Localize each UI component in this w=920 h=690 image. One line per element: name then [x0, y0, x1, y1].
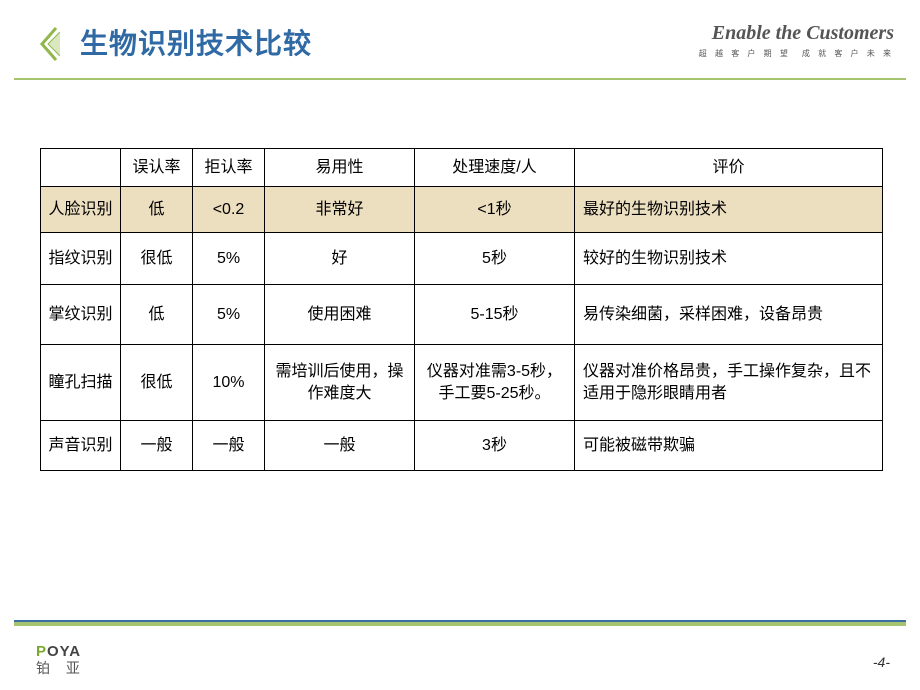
table-cell: 需培训后使用，操作难度大	[265, 345, 415, 421]
chevron-icon	[38, 26, 60, 62]
table-cell: 5秒	[415, 233, 575, 285]
table-cell: <1秒	[415, 187, 575, 233]
table-cell: 较好的生物识别技术	[575, 233, 883, 285]
comparison-table-wrap: 误认率 拒认率 易用性 处理速度/人 评价 人脸识别低<0.2非常好<1秒最好的…	[40, 148, 882, 471]
table-cell: 很低	[121, 233, 193, 285]
table-row: 人脸识别低<0.2非常好<1秒最好的生物识别技术	[41, 187, 883, 233]
table-cell: 低	[121, 187, 193, 233]
table-cell: 指纹识别	[41, 233, 121, 285]
table-cell: 很低	[121, 345, 193, 421]
table-row: 瞳孔扫描很低10%需培训后使用，操作难度大仪器对准需3-5秒，手工要5-25秒。…	[41, 345, 883, 421]
table-cell: 10%	[193, 345, 265, 421]
subtagline-text: 超 越 客 户 期 望 成 就 客 户 未 来	[699, 48, 894, 59]
table-cell: 非常好	[265, 187, 415, 233]
table-cell: 好	[265, 233, 415, 285]
table-header-cell: 评价	[575, 149, 883, 187]
table-cell: 低	[121, 285, 193, 345]
table-cell: 一般	[265, 421, 415, 471]
table-cell: 使用困难	[265, 285, 415, 345]
table-row: 掌纹识别低5%使用困难5-15秒易传染细菌，采样困难，设备昂贵	[41, 285, 883, 345]
table-row: 指纹识别很低5%好5秒较好的生物识别技术	[41, 233, 883, 285]
table-cell: 掌纹识别	[41, 285, 121, 345]
table-header-cell: 易用性	[265, 149, 415, 187]
table-cell: 可能被磁带欺骗	[575, 421, 883, 471]
table-cell: 5%	[193, 233, 265, 285]
table-header-row: 误认率 拒认率 易用性 处理速度/人 评价	[41, 149, 883, 187]
brand-logo-cn: 铂 亚	[36, 661, 86, 676]
brand-logo-en: POYA	[36, 644, 86, 661]
slide-title: 生物识别技术比较	[80, 22, 312, 62]
table-header-cell	[41, 149, 121, 187]
tagline-text: Enable the Customers	[712, 22, 894, 45]
table-header-cell: 误认率	[121, 149, 193, 187]
table-cell: 5%	[193, 285, 265, 345]
slide-header: 生物识别技术比较 Enable the Customers 超 越 客 户 期 …	[0, 0, 920, 90]
table-body: 人脸识别低<0.2非常好<1秒最好的生物识别技术指纹识别很低5%好5秒较好的生物…	[41, 187, 883, 471]
table-cell: <0.2	[193, 187, 265, 233]
table-header-cell: 处理速度/人	[415, 149, 575, 187]
page-number: -4-	[873, 654, 890, 670]
table-cell: 最好的生物识别技术	[575, 187, 883, 233]
table-cell: 仪器对准价格昂贵，手工操作复杂，且不适用于隐形眼睛用者	[575, 345, 883, 421]
table-cell: 仪器对准需3-5秒，手工要5-25秒。	[415, 345, 575, 421]
footer-divider	[14, 620, 906, 626]
table-cell: 5-15秒	[415, 285, 575, 345]
brand-logo: POYA 铂 亚	[36, 644, 86, 676]
table-cell: 一般	[121, 421, 193, 471]
table-cell: 3秒	[415, 421, 575, 471]
table-cell: 一般	[193, 421, 265, 471]
table-header-cell: 拒认率	[193, 149, 265, 187]
table-cell: 声音识别	[41, 421, 121, 471]
header-divider	[14, 78, 906, 80]
table-cell: 人脸识别	[41, 187, 121, 233]
table-row: 声音识别一般一般一般3秒可能被磁带欺骗	[41, 421, 883, 471]
table-cell: 易传染细菌，采样困难，设备昂贵	[575, 285, 883, 345]
table-cell: 瞳孔扫描	[41, 345, 121, 421]
comparison-table: 误认率 拒认率 易用性 处理速度/人 评价 人脸识别低<0.2非常好<1秒最好的…	[40, 148, 883, 471]
